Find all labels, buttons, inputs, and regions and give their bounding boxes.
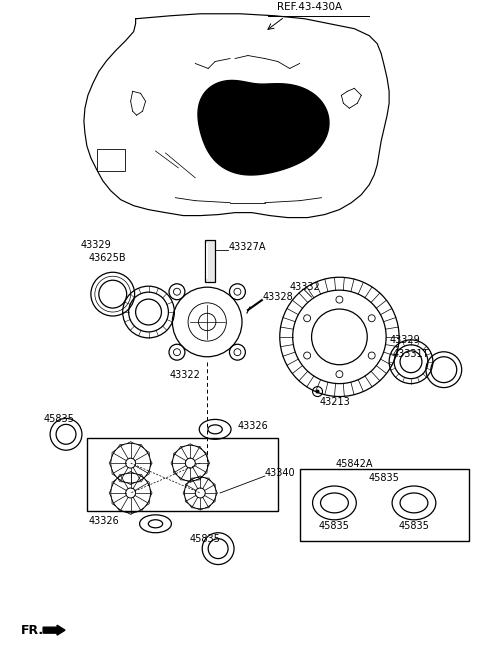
Polygon shape <box>198 80 329 175</box>
Bar <box>87 438 278 511</box>
Bar <box>97 149 125 171</box>
Text: 45835: 45835 <box>398 521 430 531</box>
Text: 45835: 45835 <box>43 415 74 424</box>
Text: 43625B: 43625B <box>89 254 127 263</box>
Text: 45835: 45835 <box>190 533 221 544</box>
Text: 43332: 43332 <box>290 282 321 292</box>
Text: 45842A: 45842A <box>336 459 373 469</box>
Text: 43322: 43322 <box>170 370 201 380</box>
Text: 43340: 43340 <box>265 468 296 478</box>
Text: 43326: 43326 <box>89 516 120 526</box>
Text: FR.: FR. <box>21 623 45 637</box>
Bar <box>205 240 215 283</box>
Text: 43329: 43329 <box>389 335 420 345</box>
Text: 43326: 43326 <box>238 421 269 432</box>
Text: 43328: 43328 <box>263 292 294 302</box>
Text: 43327A: 43327A <box>228 242 265 252</box>
Text: 43331T: 43331T <box>392 349 429 359</box>
Text: 43329: 43329 <box>81 240 112 250</box>
Text: REF.43-430A: REF.43-430A <box>277 2 342 12</box>
FancyArrow shape <box>43 625 65 635</box>
Bar <box>300 469 468 541</box>
Text: 45835: 45835 <box>369 473 399 483</box>
Circle shape <box>315 390 320 394</box>
Text: 43213: 43213 <box>320 397 350 407</box>
Text: 45835: 45835 <box>319 521 350 531</box>
